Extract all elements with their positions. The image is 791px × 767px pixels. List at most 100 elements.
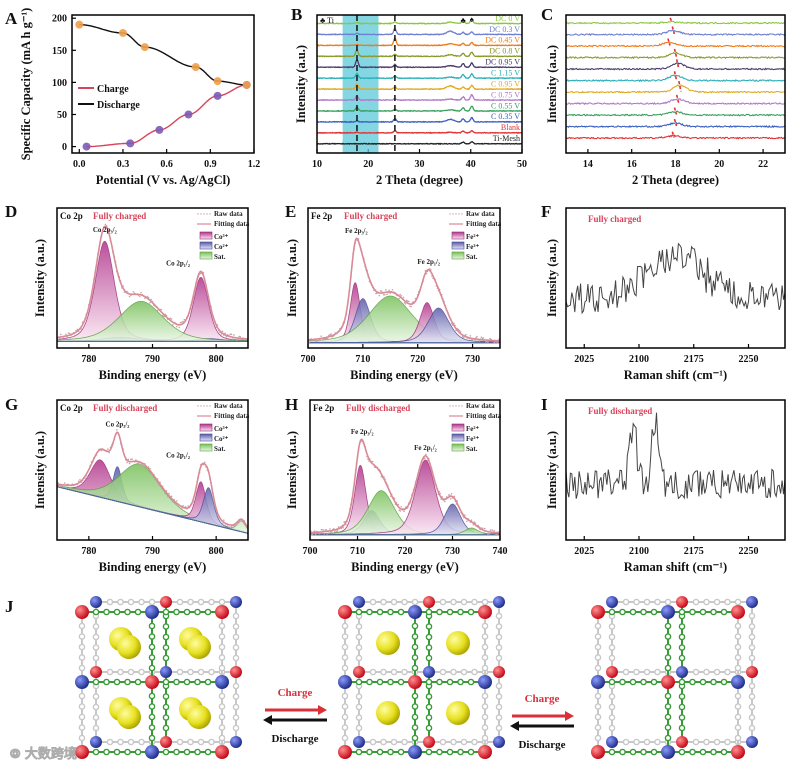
raw-data-point [107, 448, 109, 450]
legend-label: Co³⁺ [214, 425, 229, 433]
linker-ring [341, 622, 349, 630]
linker-ring [594, 633, 602, 640]
linker-ring [608, 623, 616, 630]
linker-ring [594, 713, 602, 721]
raw-data-point [60, 485, 62, 488]
x-tick-label: 20 [714, 159, 724, 170]
plot-frame [565, 207, 786, 349]
x-tick-label: 2025 [574, 354, 594, 365]
legend-raw-symbol [209, 213, 211, 215]
framework-structure-3 [591, 596, 758, 759]
metal-node-back [160, 666, 172, 678]
linker-ring [232, 623, 240, 630]
raw-data-point [448, 494, 451, 496]
panel-a: A 0.0 0.3 0.6 0.9 1.2 0 50 100 150 200 Potential (V… [5, 8, 260, 187]
peak-shift-marker [671, 26, 676, 35]
linker-ring [232, 682, 240, 690]
linker-ring [748, 724, 756, 732]
xrd-trace [317, 59, 522, 69]
plot-frame [316, 14, 523, 154]
raw-data-point [144, 297, 146, 299]
metal-node-back [160, 736, 172, 748]
linker-ring [341, 724, 349, 731]
linker-ring [355, 633, 363, 641]
x-tick-label: 730 [445, 546, 460, 557]
x-tick-label: 710 [350, 546, 365, 557]
x-axis-label: Binding energy (eV) [99, 368, 207, 382]
raw-data-point [400, 294, 403, 297]
linker-ring [366, 608, 373, 616]
linker-ring [341, 654, 349, 661]
linker-ring [78, 643, 86, 651]
raw-data-point [164, 492, 167, 495]
linker-ring [608, 654, 616, 662]
legend-swatch [451, 241, 465, 250]
xrd-trace [566, 122, 785, 129]
raw-data-point [141, 464, 144, 466]
peak-shift-marker [675, 59, 680, 69]
metal-node-back [230, 736, 242, 748]
x-tick-label: 800 [209, 546, 224, 557]
metal-node-back [353, 596, 365, 608]
linker-ring [664, 734, 672, 742]
raw-data-point [138, 295, 141, 298]
raw-data-point [175, 500, 178, 502]
x-axis-label: 2 Theta (degree) [376, 173, 463, 187]
linker-ring [710, 678, 717, 686]
xrd-trace [566, 134, 785, 140]
legend-label: Raw data [466, 210, 495, 218]
fitting-line [308, 237, 500, 342]
linker-ring [724, 598, 731, 606]
trace-label: DC 0.8 V [489, 47, 520, 56]
metal-node-back [353, 666, 365, 678]
raw-data-point [239, 336, 242, 338]
guest-ion [117, 635, 141, 659]
x-tick-label: 710 [355, 354, 370, 365]
legend-label: Fe²⁺ [466, 425, 479, 433]
x-axis-label: Potential (V vs. Ag/AgCl) [96, 173, 231, 187]
linker-ring [425, 748, 433, 756]
linker-ring [218, 692, 226, 700]
data-point-discharge [242, 80, 251, 89]
linker-ring [411, 633, 419, 640]
panel-title: Fe 2p [313, 403, 334, 413]
linker-ring [689, 608, 696, 616]
linker-ring [495, 724, 503, 732]
panel-i: I 2025 2100 2175 2250 Raman shift (cm⁻¹) Inten… [541, 395, 786, 574]
metal-node-back [606, 666, 618, 678]
raw-data-point [233, 525, 235, 527]
linker-ring [124, 608, 131, 616]
linker-ring [703, 668, 710, 676]
legend-raw-symbol [458, 405, 460, 407]
xrd-trace [566, 97, 785, 106]
x-axis-label: Binding energy (eV) [350, 368, 458, 382]
linker-ring [734, 724, 742, 731]
linker-ring [703, 598, 710, 606]
raw-data-point [168, 492, 170, 495]
peak-shift-marker [671, 131, 676, 138]
raw-data-point [235, 524, 238, 526]
raw-data-point [399, 510, 402, 512]
raw-data-point [149, 301, 151, 304]
metal-node [591, 745, 605, 759]
x-tick-label: 18 [671, 159, 681, 170]
metal-node [338, 745, 352, 759]
linker-ring [148, 724, 156, 731]
x-axis-label: Binding energy (eV) [351, 560, 459, 574]
legend-swatch [451, 231, 465, 240]
linker-ring [594, 664, 602, 672]
linker-ring [197, 738, 205, 746]
linker-ring [390, 598, 398, 606]
legend-label: Sat. [214, 253, 226, 261]
raw-data-point [336, 529, 339, 532]
raw-data-point [169, 317, 172, 320]
raw-data-point [184, 505, 187, 508]
legend-raw-symbol [461, 405, 463, 407]
raw-data-point [231, 338, 234, 340]
panel-letter: H [285, 395, 298, 414]
raw-data-point [386, 293, 388, 296]
raw-data-point [444, 500, 446, 503]
raw-data-point [482, 527, 484, 530]
linker-ring [355, 724, 363, 732]
